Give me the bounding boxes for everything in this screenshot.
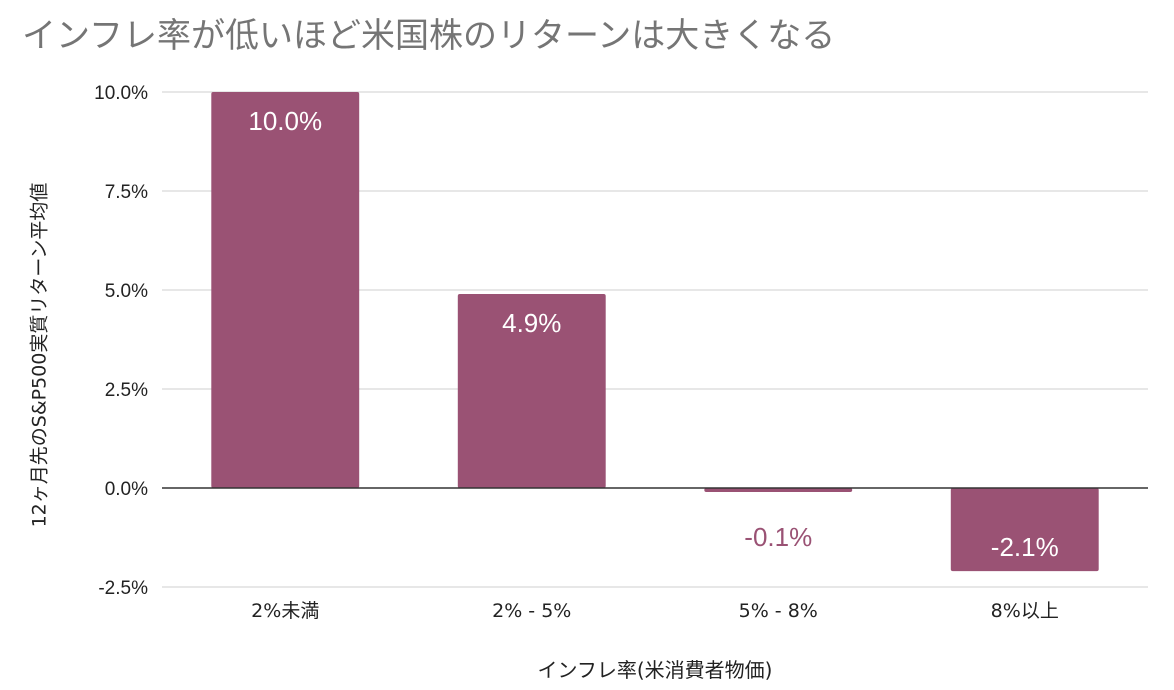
x-category-label: 2%未満: [251, 600, 319, 622]
data-label-3: -0.1%: [744, 522, 812, 552]
x-axis-categories: 2%未満 2% - 5% 5% - 8% 8%以上: [251, 600, 1059, 622]
data-label-2: 4.9%: [502, 308, 561, 338]
data-labels: 10.0% 4.9% -0.1% -2.1%: [248, 106, 1058, 562]
y-tick-label: 7.5%: [105, 182, 148, 203]
y-axis-ticks: 10.0% 7.5% 5.0% 2.5% 0.0% -2.5%: [94, 83, 148, 599]
chart-title: インフレ率が低いほど米国株のリターンは大きくなる: [22, 16, 836, 56]
x-category-label: 5% - 8%: [739, 600, 818, 622]
y-tick-label: 2.5%: [105, 380, 148, 401]
y-tick-label: 5.0%: [105, 281, 148, 302]
bar-2: [457, 293, 606, 488]
x-axis-title: インフレ率(米消費者物価): [537, 658, 773, 682]
data-label-1: 10.0%: [248, 106, 322, 136]
bar-4: [950, 488, 1099, 572]
y-axis-title: 12ヶ月先のS&P500実質リターン平均値: [28, 182, 51, 528]
data-label-4: -2.1%: [991, 532, 1059, 562]
x-category-label: 8%以上: [991, 600, 1059, 622]
y-tick-label: 0.0%: [105, 479, 148, 500]
y-tick-label: -2.5%: [98, 578, 148, 599]
y-tick-label: 10.0%: [94, 83, 148, 104]
bar-1: [211, 92, 360, 488]
x-category-label: 2% - 5%: [492, 600, 571, 622]
bar-3: [704, 488, 853, 492]
bars: [211, 92, 1099, 572]
